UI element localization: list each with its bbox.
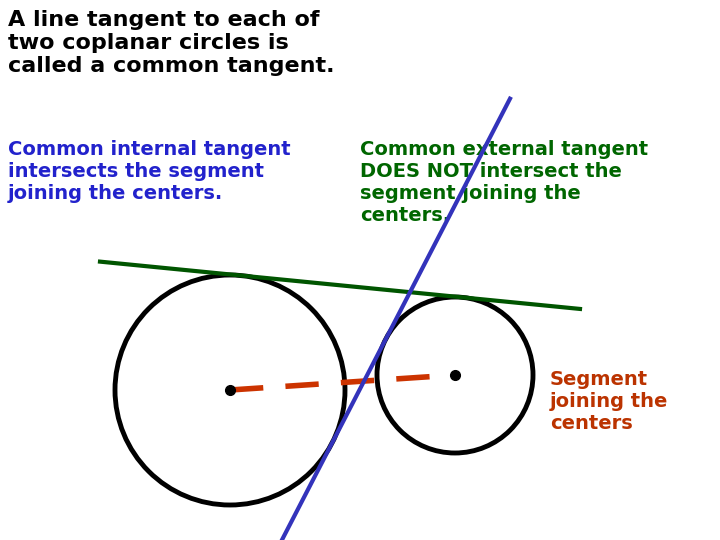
Text: Common internal tangent
intersects the segment
joining the centers.: Common internal tangent intersects the s… <box>8 140 291 203</box>
Text: Segment
joining the
centers: Segment joining the centers <box>550 370 668 433</box>
Text: Common external tangent
DOES NOT intersect the
segment joining the
centers.: Common external tangent DOES NOT interse… <box>360 140 648 225</box>
Text: A line tangent to each of
two coplanar circles is
called a common tangent.: A line tangent to each of two coplanar c… <box>8 10 335 76</box>
